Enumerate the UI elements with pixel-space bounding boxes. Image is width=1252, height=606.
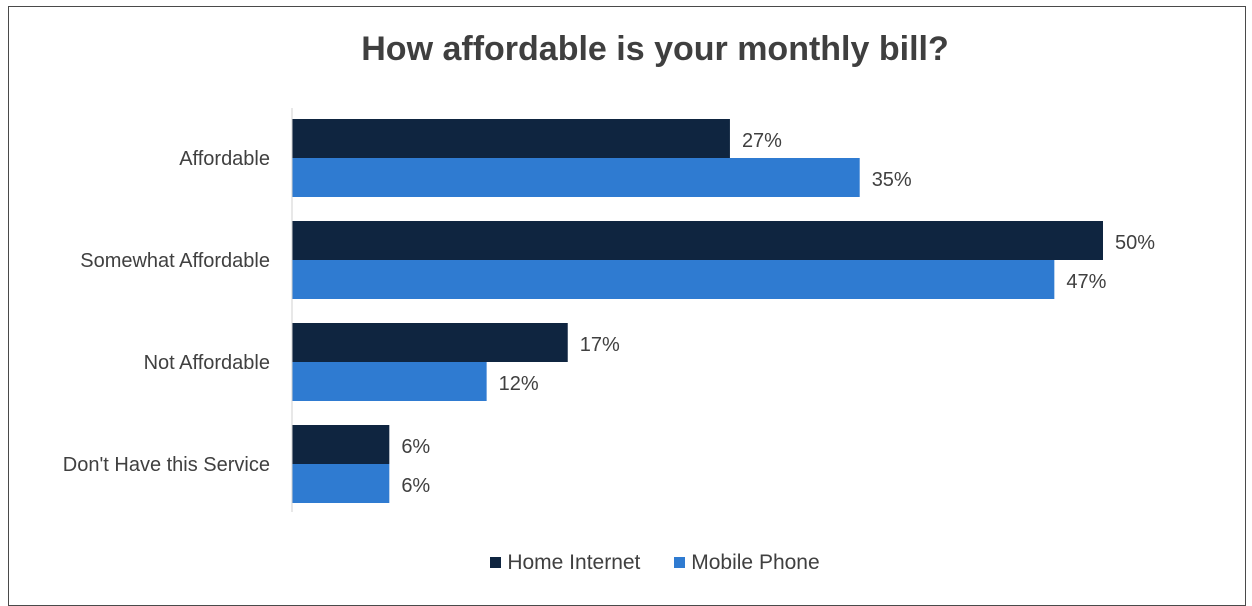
bar-mobile-phone-not-affordable — [292, 362, 487, 401]
bar-mobile-phone-affordable — [292, 158, 860, 197]
data-label-home-internet-somewhat-affordable: 50% — [1115, 232, 1155, 254]
labels-layer: Affordable 27% 35% Somewhat Affordable 50% 47… — [63, 130, 1155, 497]
data-label-mobile-phone-affordable: 35% — [872, 169, 912, 191]
bars-layer — [292, 119, 1103, 503]
legend-item-mobile-phone: Mobile Phone — [674, 550, 820, 575]
bar-home-internet-not-affordable — [292, 323, 568, 362]
category-label-not-affordable: Not Affordable — [144, 352, 270, 374]
legend-item-home-internet: Home Internet — [490, 551, 640, 575]
bar-chart: Affordable 27% 35% Somewhat Affordable 50% 47… — [63, 108, 1155, 512]
data-label-mobile-phone-somewhat-affordable: 47% — [1066, 271, 1106, 293]
bar-mobile-phone-somewhat-affordable — [292, 260, 1055, 299]
legend-swatch-home-internet — [490, 557, 502, 568]
legend-label-home-internet: Home Internet — [507, 550, 641, 574]
category-label-affordable: Affordable — [179, 148, 270, 170]
data-label-home-internet-not-affordable: 17% — [580, 334, 620, 356]
data-label-home-internet-don-t-have-this-service: 6% — [401, 436, 430, 458]
data-label-mobile-phone-don-t-have-this-service: 6% — [401, 475, 430, 497]
legend-swatch-mobile-phone — [674, 557, 686, 568]
data-label-mobile-phone-not-affordable: 12% — [499, 373, 539, 395]
bar-home-internet-don-t-have-this-service — [292, 425, 390, 464]
category-label-somewhat-affordable: Somewhat Affordable — [80, 250, 270, 272]
bar-home-internet-affordable — [292, 119, 730, 158]
data-label-home-internet-affordable: 27% — [742, 130, 782, 152]
chart-frame — [8, 6, 1246, 606]
legend-label-mobile-phone: Mobile Phone — [691, 550, 820, 574]
legend: Home Internet Mobile Phone — [0, 550, 1252, 575]
chart-title: How affordable is your monthly bill? — [361, 30, 949, 68]
bar-mobile-phone-don-t-have-this-service — [292, 464, 390, 503]
category-label-don-t-have-this-service: Don't Have this Service — [63, 454, 270, 476]
bar-home-internet-somewhat-affordable — [292, 221, 1103, 260]
